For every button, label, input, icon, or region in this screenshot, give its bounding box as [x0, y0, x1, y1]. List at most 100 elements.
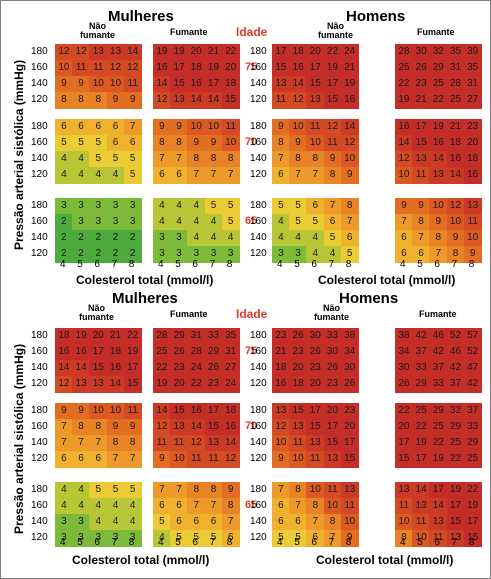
risk-cell: 9 — [204, 135, 223, 152]
risk-cell: 15 — [272, 60, 290, 77]
risk-cell: 16 — [463, 167, 482, 184]
cholesterol-tick: 7 — [209, 537, 216, 548]
risk-cell: 8 — [187, 482, 206, 499]
risk-cell: 19 — [204, 60, 223, 77]
age-label: 75 — [245, 345, 258, 357]
risk-cell: 4 — [106, 167, 125, 184]
risk-cell: 13 — [306, 92, 325, 109]
pressure-tick: 140 — [31, 232, 48, 243]
risk-cell: 23 — [272, 328, 290, 345]
risk-cell: 17 — [272, 44, 290, 61]
risk-cell: 12 — [395, 151, 413, 168]
risk-cell: 22 — [153, 360, 171, 377]
cholesterol-tick: 5 — [294, 537, 300, 548]
risk-cell: 11 — [187, 451, 206, 468]
risk-cell: 3 — [55, 198, 73, 215]
risk-cell: 3 — [170, 230, 188, 247]
risk-cell: 52 — [446, 328, 465, 345]
risk-cell: 37 — [429, 360, 448, 377]
risk-cell: 6 — [170, 514, 188, 531]
risk-cell: 25 — [429, 76, 448, 93]
risk-cell: 23 — [412, 76, 430, 93]
risk-cell: 17 — [412, 451, 430, 468]
risk-cell: 16 — [395, 119, 413, 136]
risk-cell: 26 — [323, 360, 342, 377]
risk-cell: 7 — [340, 214, 359, 231]
cholesterol-tick: 5 — [77, 259, 83, 270]
pressure-tick: 160 — [31, 346, 48, 357]
risk-cell: 10 — [89, 76, 108, 93]
risk-cell: 5 — [187, 530, 206, 547]
risk-cell: 14 — [429, 151, 448, 168]
risk-cell: 2 — [106, 230, 125, 247]
cholesterol-tick: 7 — [328, 537, 335, 548]
risk-cell: 7 — [123, 119, 142, 136]
risk-cell: 4 — [89, 498, 108, 515]
risk-cell: 7 — [55, 435, 73, 452]
risk-cell: 11 — [72, 60, 90, 77]
risk-cell: 14 — [153, 403, 171, 420]
risk-cell: 7 — [72, 435, 90, 452]
risk-cell: 11 — [323, 482, 342, 499]
risk-cell: 13 — [412, 498, 430, 515]
risk-cell: 7 — [153, 482, 171, 499]
cholesterol-tick: 8 — [468, 259, 475, 270]
risk-cell: 5 — [123, 482, 142, 499]
risk-cell: 18 — [289, 44, 307, 61]
risk-cell: 12 — [153, 419, 171, 436]
risk-cell: 13 — [89, 376, 108, 393]
risk-cell: 46 — [429, 328, 448, 345]
risk-cell: 7 — [306, 514, 325, 531]
risk-cell: 9 — [463, 246, 482, 263]
risk-cell: 16 — [55, 344, 73, 361]
risk-cell: 19 — [429, 119, 448, 136]
risk-cell: 20 — [170, 376, 188, 393]
sex-title-men: Homens — [346, 8, 406, 25]
risk-cell: 3 — [123, 530, 142, 547]
risk-cell: 18 — [55, 328, 73, 345]
pressure-tick: 120 — [31, 378, 48, 389]
risk-cell: 8 — [153, 135, 171, 152]
risk-cell: 26 — [289, 328, 307, 345]
risk-cell: 9 — [272, 119, 290, 136]
risk-cell: 5 — [306, 214, 325, 231]
risk-cell: 9 — [221, 482, 240, 499]
risk-cell: 7 — [289, 498, 307, 515]
column-label-smoker: Fumante — [170, 309, 208, 319]
risk-cell: 9 — [153, 119, 171, 136]
risk-cell: 2 — [72, 246, 90, 263]
risk-cell: 3 — [72, 514, 90, 531]
risk-cell: 28 — [395, 44, 413, 61]
risk-cell: 11 — [429, 530, 448, 547]
risk-cell: 22 — [395, 76, 413, 93]
pressure-tick: 180 — [31, 121, 48, 132]
pressure-tick: 180 — [250, 330, 267, 341]
risk-cell: 10 — [170, 451, 188, 468]
risk-cell: 21 — [272, 344, 290, 361]
risk-cell: 22 — [412, 419, 430, 436]
risk-cell: 4 — [272, 230, 290, 247]
risk-cell: 29 — [429, 403, 448, 420]
risk-cell: 35 — [221, 328, 240, 345]
risk-cell: 2 — [89, 246, 108, 263]
risk-cell: 4 — [187, 198, 206, 215]
risk-cell: 11 — [204, 451, 223, 468]
risk-cell: 42 — [446, 360, 465, 377]
cholesterol-tick: 5 — [175, 537, 181, 548]
risk-cell: 18 — [221, 76, 240, 93]
risk-cell: 12 — [272, 419, 290, 436]
risk-cell: 18 — [463, 151, 482, 168]
risk-cell: 4 — [204, 230, 223, 247]
risk-cell: 8 — [306, 498, 325, 515]
risk-cell: 6 — [340, 230, 359, 247]
column-label-smoker: Fumante — [170, 27, 208, 37]
risk-cell: 19 — [123, 344, 142, 361]
risk-cell: 6 — [306, 530, 325, 547]
risk-cell: 2 — [89, 230, 108, 247]
risk-cell: 13 — [72, 376, 90, 393]
risk-cell: 3 — [153, 230, 171, 247]
risk-cell: 4 — [89, 514, 108, 531]
risk-cell: 8 — [106, 435, 125, 452]
risk-cell: 10 — [89, 403, 108, 420]
